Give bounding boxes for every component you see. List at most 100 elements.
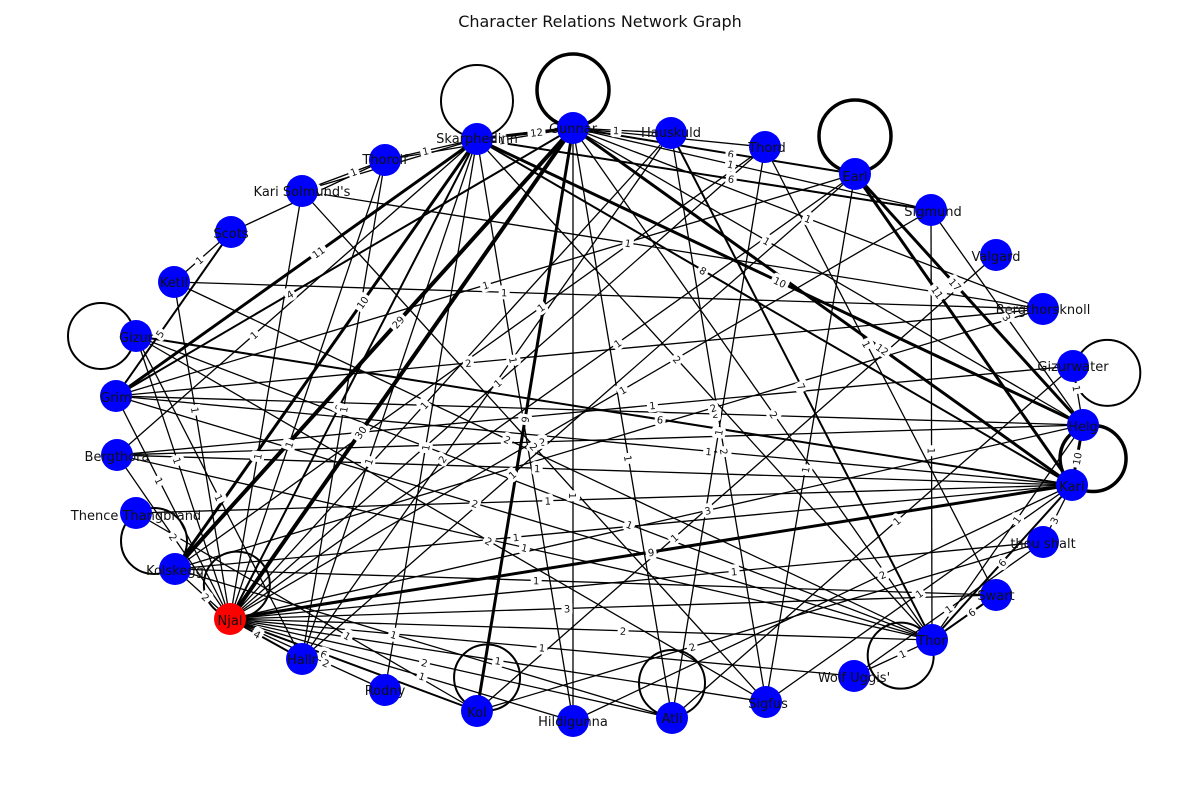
node-valgard[interactable] — [980, 239, 1012, 271]
node-bergthorsknoll[interactable] — [1027, 293, 1059, 325]
node-thorolf[interactable] — [369, 144, 401, 176]
edge-weight-label: 7 — [793, 379, 810, 394]
svg-text:1: 1 — [803, 214, 813, 227]
svg-text:1: 1 — [188, 406, 200, 414]
edge-weight-label: 1 — [531, 461, 543, 475]
svg-text:6: 6 — [727, 149, 735, 161]
edge-weight-label: 1 — [1069, 382, 1085, 395]
edge-helg-thor — [931, 424, 1084, 641]
node-wolf-uggis[interactable] — [838, 660, 870, 692]
svg-text:1: 1 — [761, 236, 772, 249]
node-hildigunna[interactable] — [557, 705, 589, 737]
svg-text:6: 6 — [318, 649, 328, 662]
svg-text:1: 1 — [624, 238, 632, 250]
node-kari-solmund-s[interactable] — [286, 175, 318, 207]
svg-text:2: 2 — [420, 658, 429, 670]
edge-gunnar-skarphedinn — [476, 126, 574, 141]
edge-weight-label: 6 — [654, 412, 667, 427]
edge-weight-label: 1 — [530, 573, 542, 587]
edge-kari-hildigunna — [572, 484, 1073, 722]
node-label-valgard: Valgard — [971, 250, 1020, 265]
node-sigmund[interactable] — [915, 194, 947, 226]
edge-weight-label: 2 — [669, 351, 685, 367]
edge-weight-label: 1 — [360, 454, 376, 469]
node-label-sigmund: Sigmund — [904, 205, 962, 220]
edge-weight-label: 2 — [617, 623, 629, 638]
edge-weight-label: 6 — [994, 554, 1010, 571]
edge-weight-label: 6 — [725, 171, 738, 186]
edge-kari-thence-thangbrand — [135, 484, 1073, 514]
svg-text:6: 6 — [967, 607, 979, 620]
node-rodny[interactable] — [369, 674, 401, 706]
edge-rodny-skarphedinn — [384, 138, 478, 691]
edge-njal-hauskuld — [229, 132, 672, 620]
node-bergthora[interactable] — [101, 439, 133, 471]
node-gizurwater[interactable] — [1057, 350, 1089, 382]
svg-text:1: 1 — [494, 656, 502, 668]
svg-text:8: 8 — [697, 265, 708, 278]
edge-earl-sigfus — [765, 173, 856, 703]
edge-hildigunna-skarphedinn — [476, 138, 574, 722]
node-label-gizur: Gizur — [119, 331, 154, 346]
node-njal[interactable] — [214, 603, 246, 635]
svg-text:1: 1 — [613, 126, 620, 137]
edge-weight-label: 1 — [346, 164, 361, 179]
edge-earl-kari — [853, 173, 1074, 486]
node-thord[interactable] — [749, 131, 781, 163]
edge-weight-label: 1 — [188, 403, 203, 417]
edge-weight-label: 1 — [536, 640, 548, 655]
edge-weight-label: 1 — [419, 143, 432, 158]
edge-njal-hildigunna — [229, 618, 574, 722]
node-gizur[interactable] — [120, 320, 152, 352]
node-label-gizurwater: Gizurwater — [1037, 360, 1109, 375]
edge-gunnar-kari — [572, 126, 1073, 487]
node-hallr[interactable] — [286, 643, 318, 675]
node-grim[interactable] — [100, 380, 132, 412]
edge-weight-label: 1 — [646, 397, 659, 412]
edge-weight-label: 1 — [622, 516, 637, 532]
node-ketil[interactable] — [158, 266, 190, 298]
svg-text:2: 2 — [709, 403, 718, 415]
node-sigfus[interactable] — [750, 686, 782, 718]
node-thou-shalt[interactable] — [1027, 526, 1059, 558]
edge-earl-helg — [853, 172, 1085, 427]
edge-bergthorsknoll-kolskegg — [174, 308, 1044, 570]
svg-text:3: 3 — [564, 604, 571, 615]
svg-text:2: 2 — [470, 499, 479, 511]
node-atli[interactable] — [656, 702, 688, 734]
svg-text:1: 1 — [364, 457, 376, 467]
node-thence-thangbrand[interactable] — [120, 497, 152, 529]
edge-weight-label: 1 — [211, 490, 227, 505]
node-kari[interactable] — [1056, 469, 1088, 501]
svg-text:1: 1 — [506, 356, 518, 364]
edge-hauskuld-hallr — [301, 132, 672, 660]
node-kol[interactable] — [461, 695, 493, 727]
node-label-swart: Swart — [977, 589, 1014, 604]
edge-weight-label: 8 — [695, 262, 711, 279]
edge-kari-bergthora — [116, 454, 1073, 486]
node-label-earl: Earl — [842, 170, 867, 185]
node-kolskegg[interactable] — [159, 553, 191, 585]
node-earl[interactable] — [839, 158, 871, 190]
svg-text:2: 2 — [688, 642, 697, 654]
edge-weight-label: 2 — [462, 355, 475, 370]
svg-text:1: 1 — [714, 429, 726, 437]
svg-text:1: 1 — [421, 146, 430, 158]
edge-skarphedinn-sigmund — [476, 138, 932, 211]
node-swart[interactable] — [980, 579, 1012, 611]
node-gunnar[interactable] — [557, 112, 589, 144]
node-scots[interactable] — [215, 216, 247, 248]
svg-text:1: 1 — [284, 440, 296, 450]
node-label-kol: Kol — [467, 706, 486, 721]
node-label-thorolf: Thorolf — [361, 153, 408, 168]
node-skarphedinn[interactable] — [461, 123, 493, 155]
node-layer — [100, 112, 1099, 737]
node-label-grim: Grim — [100, 391, 132, 406]
edge-valgard-kol — [476, 254, 997, 712]
edge-weight-label: 1 — [246, 327, 262, 343]
node-helg[interactable] — [1067, 409, 1099, 441]
node-hauskuld[interactable] — [655, 117, 687, 149]
node-thor[interactable] — [916, 624, 948, 656]
edge-gunnar-helg — [572, 127, 1084, 426]
edge-weight-label: 1 — [498, 285, 510, 299]
